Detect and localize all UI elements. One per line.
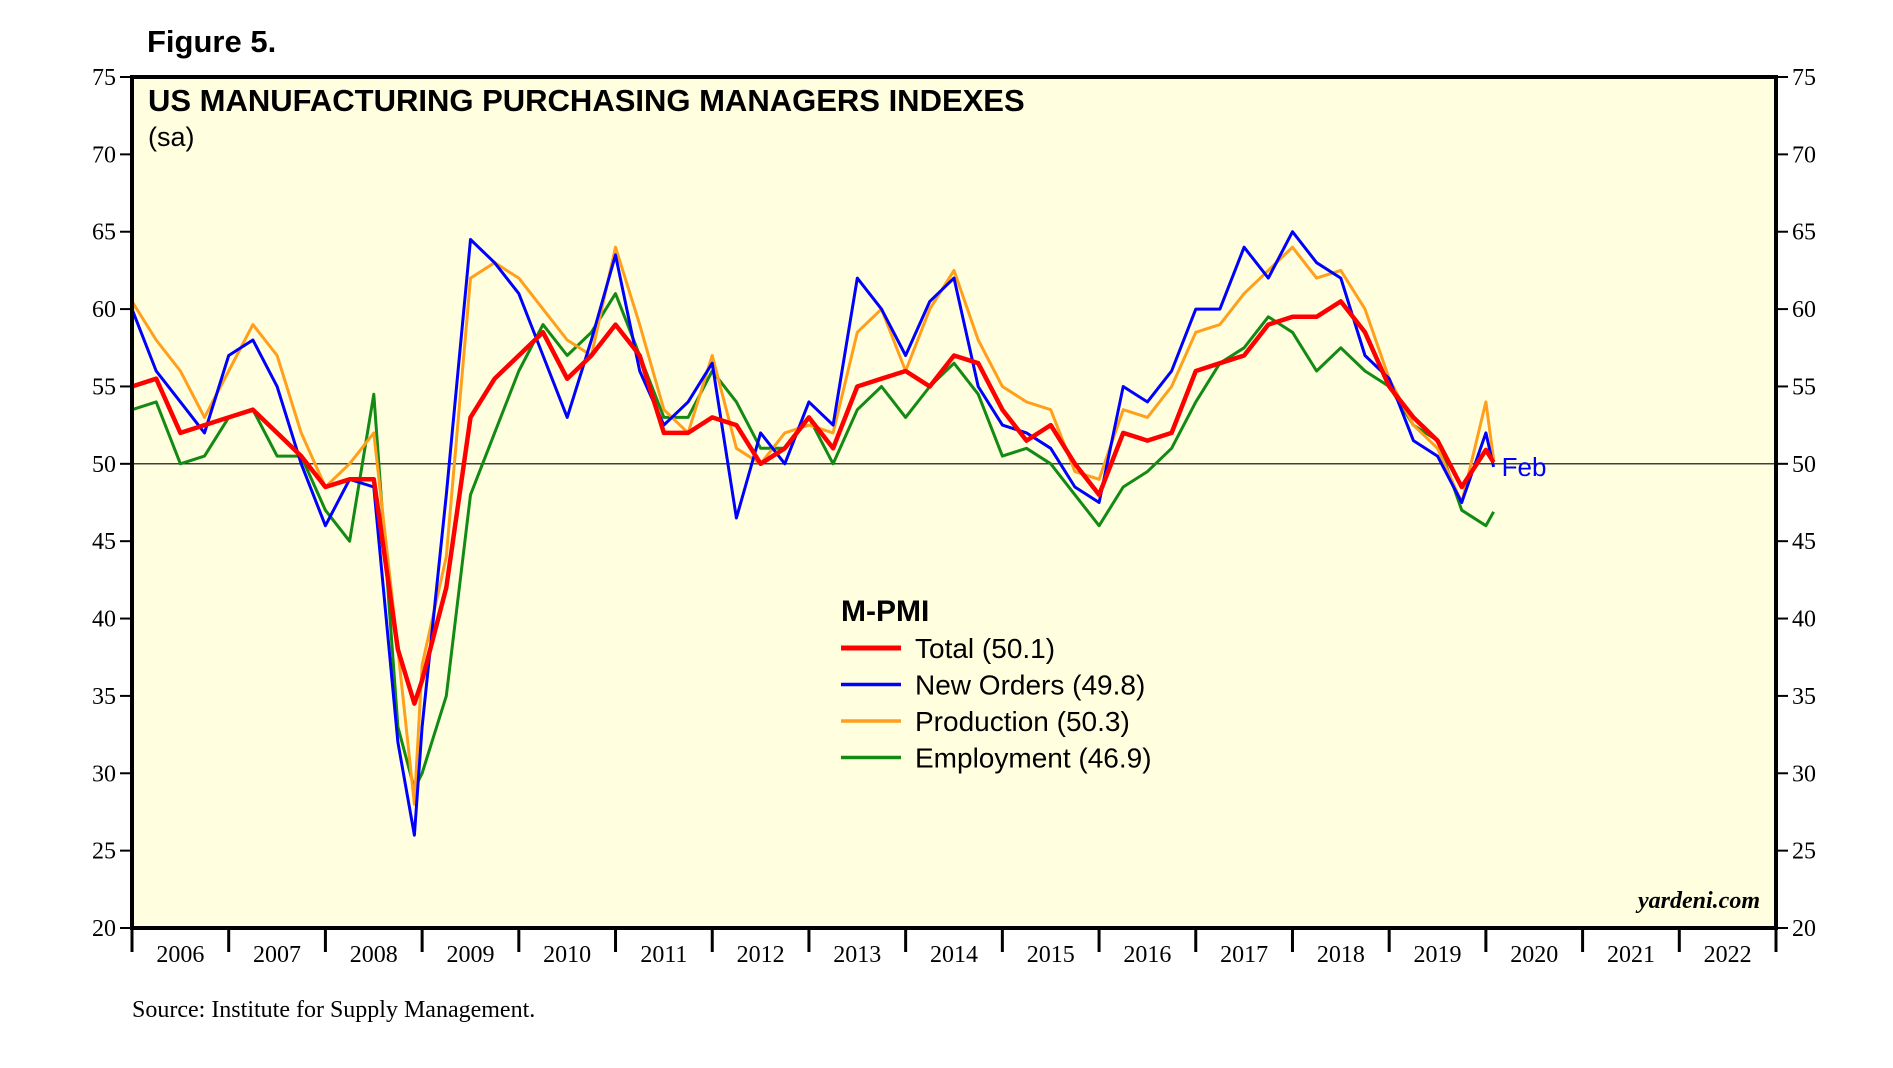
x-year-label: 2014 [930,942,978,968]
y-tick-label-left: 55 [92,374,116,400]
x-year-label: 2008 [350,942,398,968]
y-tick-label-left: 25 [92,839,116,865]
x-year-label: 2021 [1607,942,1655,968]
y-tick-label-right: 35 [1792,684,1816,710]
legend-title: M-PMI [841,595,929,628]
plot-border [130,75,1778,930]
x-year-label: 2018 [1317,942,1365,968]
y-tick-label-right: 50 [1792,452,1816,478]
x-year-label: 2013 [833,942,881,968]
legend-label-employment: Employment (46.9) [915,743,1152,774]
x-year-label: 2016 [1123,942,1171,968]
series-group [130,230,1496,837]
y-axis-left: 20 25 30 35 40 45 50 55 60 65 70 75 [92,65,132,942]
y-tick-label-right: 75 [1792,65,1816,91]
y-tick-label-right: 30 [1792,761,1816,787]
y-tick-label-right: 65 [1792,220,1816,246]
y-tick-label-left: 45 [92,529,116,555]
y-tick-label-left: 60 [92,297,116,323]
y-tick-label-left: 50 [92,452,116,478]
y-tick-label-right: 60 [1792,297,1816,323]
x-year-label: 2015 [1027,942,1075,968]
series-line-total [131,299,1496,706]
x-year-label: 2006 [156,942,204,968]
x-year-label: 2020 [1510,942,1558,968]
legend-label-production: Production (50.3) [915,706,1130,737]
figure-label: Figure 5. [147,24,277,59]
y-tick-label-left: 35 [92,684,116,710]
x-axis: 2006 2007 2008 2009 2010 2011 2012 2013 2014 2015… [130,928,1778,968]
x-year-label: 2022 [1704,942,1752,968]
x-year-label: 2011 [640,942,687,968]
x-year-label: 2010 [543,942,591,968]
series-line-new-orders [130,230,1496,837]
x-year-label: 2012 [737,942,785,968]
y-tick-label-left: 30 [92,761,116,787]
chart-title: US MANUFACTURING PURCHASING MANAGERS IND… [148,83,1025,118]
y-tick-label-right: 45 [1792,529,1816,555]
y-tick-label-left: 65 [92,220,116,246]
y-tick-label-left: 75 [92,65,116,91]
latest-month-annotation: Feb [1502,452,1547,482]
y-tick-label-right: 25 [1792,839,1816,865]
x-year-label: 2019 [1414,942,1462,968]
y-tick-label-left: 40 [92,607,116,633]
legend-label-new-orders: New Orders (49.8) [915,670,1145,701]
watermark: yardeni.com [1635,888,1760,914]
y-tick-label-right: 20 [1792,916,1816,942]
legend: M-PMI Total (50.1) New Orders (49.8) Produ… [841,595,1152,774]
y-axis-right: 20 25 30 35 40 45 50 55 60 65 70 75 [1776,65,1816,942]
x-year-label: 2009 [446,942,494,968]
y-tick-label-left: 70 [92,142,116,168]
y-tick-label-right: 55 [1792,374,1816,400]
y-tick-label-right: 70 [1792,142,1816,168]
y-tick-label-left: 20 [92,916,116,942]
x-year-label: 2007 [253,942,301,968]
source-note: Source: Institute for Supply Management. [132,997,536,1023]
y-tick-label-right: 40 [1792,607,1816,633]
legend-label-total: Total (50.1) [915,633,1055,664]
x-year-label: 2017 [1220,942,1268,968]
chart-subtitle: (sa) [148,122,195,152]
